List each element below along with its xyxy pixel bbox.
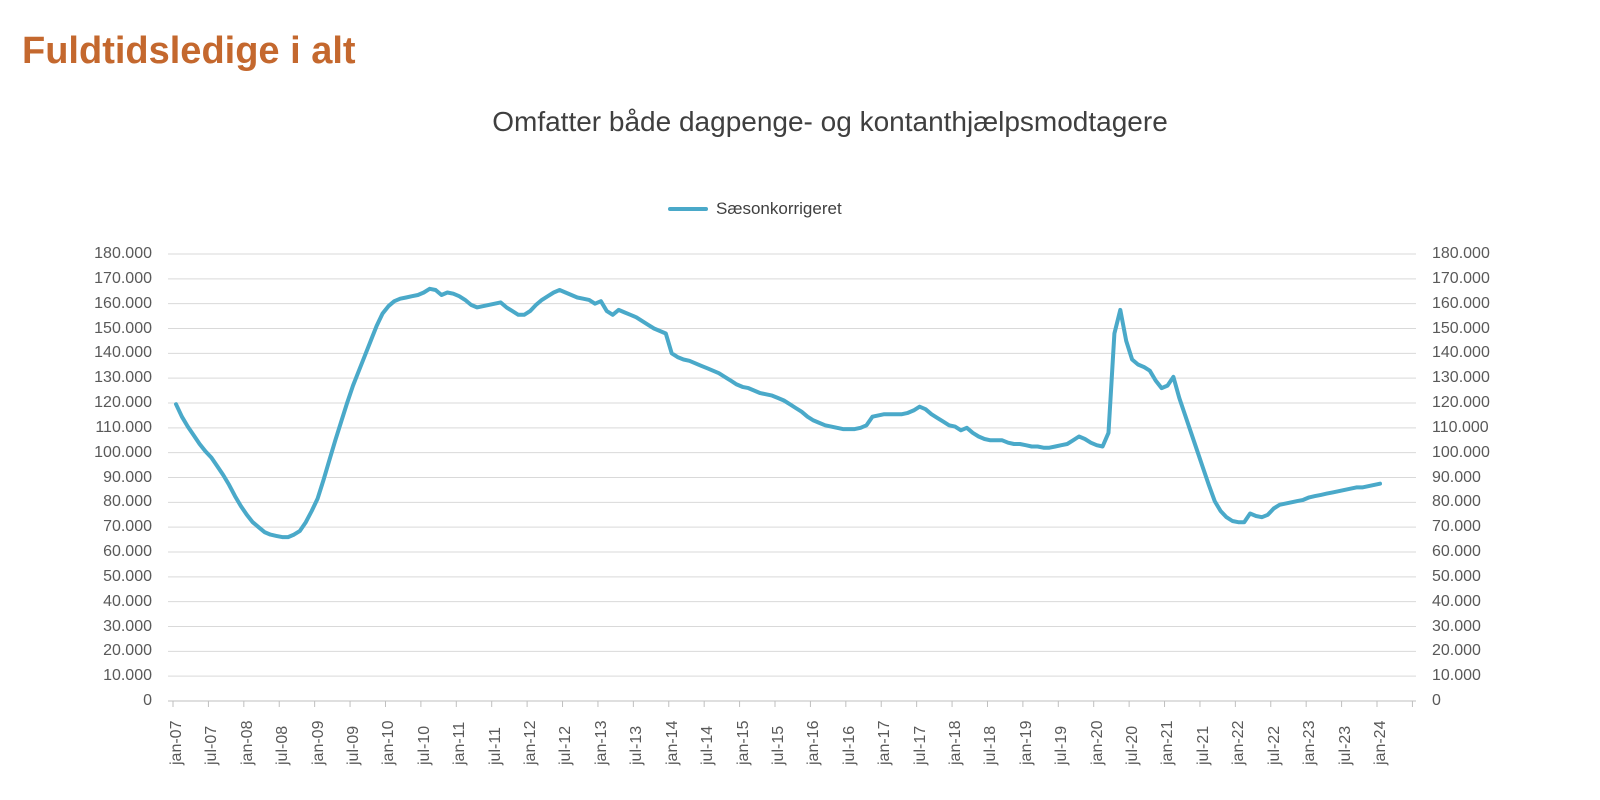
x-axis-tick-label: jan-17 [876, 720, 894, 765]
x-axis-tick-label: jul-18 [982, 725, 1000, 765]
x-axis-tick-label: jul-17 [911, 725, 929, 765]
x-axis-tick-label: jul-20 [1124, 725, 1142, 765]
x-axis-tick-label: jan-21 [1159, 720, 1177, 765]
x-axis-tick-label: jan-20 [1088, 720, 1106, 765]
x-axis-tick-label: jul-11 [486, 727, 504, 765]
x-axis-tick-label: jan-19 [1017, 720, 1035, 765]
y-axis-tick-label-right: 170.000 [1432, 269, 1490, 287]
y-axis-tick-label-right: 120.000 [1432, 394, 1490, 411]
legend-label: Sæsonkorrigeret [716, 199, 842, 218]
y-axis-tick-label-left: 150.000 [94, 319, 152, 337]
x-axis-tick-label: jan-24 [1371, 720, 1389, 765]
y-axis-tick-label-right: 40.000 [1432, 592, 1481, 610]
y-axis-tick-label-right: 60.000 [1432, 543, 1481, 560]
y-axis-tick-label-left: 160.000 [94, 294, 152, 312]
x-axis-tick-label: jul-07 [203, 725, 221, 765]
x-axis-tick-label: jul-09 [345, 725, 362, 765]
x-axis-tick-label: jul-08 [274, 725, 292, 765]
x-axis-tick-label: jan-12 [522, 720, 540, 765]
x-axis-tick-label: jul-10 [415, 725, 433, 765]
y-axis-tick-label-right: 50.000 [1432, 567, 1481, 585]
y-axis-tick-label-left: 70.000 [103, 518, 152, 536]
y-axis-tick-label-left: 80.000 [103, 493, 152, 511]
y-axis-tick-label-left: 60.000 [103, 543, 152, 560]
x-axis-tick-label: jan-16 [805, 720, 823, 765]
y-axis-tick-label-left: 20.000 [103, 642, 152, 660]
x-axis-tick-label: jul-12 [557, 725, 575, 765]
y-axis-tick-label-left: 0 [143, 692, 152, 709]
y-axis-tick-label-right: 160.000 [1432, 294, 1490, 312]
y-axis-tick-label-right: 180.000 [1432, 245, 1490, 262]
y-axis-tick-label-right: 70.000 [1432, 518, 1481, 536]
y-axis-tick-label-left: 180.000 [94, 245, 152, 262]
x-axis-tick-label: jan-22 [1230, 720, 1248, 765]
x-axis-tick-label: jul-22 [1265, 725, 1283, 765]
y-axis-tick-label-right: 150.000 [1432, 319, 1490, 337]
y-axis-tick-label-left: 110.000 [95, 418, 152, 436]
y-axis-tick-label-left: 140.000 [94, 344, 152, 362]
y-axis-tick-label-right: 90.000 [1432, 468, 1481, 486]
x-axis-tick-label: jul-14 [699, 725, 717, 765]
x-axis-tick-label: jan-11 [451, 721, 469, 765]
x-axis-tick-label: jan-13 [592, 720, 610, 765]
y-axis-tick-label-left: 90.000 [103, 468, 152, 486]
x-axis-tick-label: jan-10 [380, 720, 398, 765]
x-axis-tick-label: jul-23 [1336, 725, 1354, 765]
y-axis-tick-label-left: 120.000 [94, 394, 152, 411]
x-axis-tick-label: jan-23 [1301, 720, 1319, 765]
chart-title: Omfatter både dagpenge- og kontanthjælps… [492, 106, 1168, 137]
x-axis-tick-label: jan-15 [734, 720, 752, 765]
y-axis-tick-label-right: 30.000 [1432, 617, 1481, 635]
series-line-saesonkorrigeret [174, 286, 1382, 540]
x-axis-tick-label: jan-14 [663, 720, 681, 765]
y-axis-tick-label-left: 130.000 [94, 369, 152, 387]
y-axis-tick-label-left: 30.000 [103, 617, 152, 635]
y-axis-tick-label-right: 130.000 [1432, 369, 1490, 387]
y-axis-tick-label-right: 10.000 [1432, 667, 1481, 685]
y-axis-tick-label-left: 10.000 [103, 667, 152, 685]
y-axis-tick-label-right: 140.000 [1432, 344, 1490, 362]
x-axis-tick-label: jan-09 [309, 720, 327, 765]
x-axis-tick-label: jan-18 [947, 720, 964, 765]
y-axis-tick-label-left: 40.000 [103, 592, 152, 610]
y-axis-tick-label-left: 170.000 [94, 269, 152, 287]
page-title: Fuldtidsledige i alt [22, 30, 356, 72]
y-axis-tick-label-right: 20.000 [1432, 642, 1481, 660]
legend-line-swatch [668, 206, 708, 212]
y-axis-tick-label-left: 100.000 [94, 443, 152, 461]
x-axis-tick-label: jan-08 [238, 720, 256, 765]
x-axis-tick-label: jul-21 [1194, 725, 1212, 765]
x-axis-tick-label: jul-15 [769, 725, 787, 765]
x-axis-tick-label: jan-07 [167, 720, 185, 765]
y-axis-tick-label-right: 110.000 [1432, 418, 1489, 436]
y-axis-tick-label-right: 80.000 [1432, 493, 1481, 511]
y-axis-tick-label-right: 0 [1432, 692, 1441, 709]
y-axis-tick-label-right: 100.000 [1432, 443, 1490, 461]
legend: Sæsonkorrigeret [668, 198, 842, 220]
y-axis-tick-label-left: 50.000 [103, 567, 152, 585]
x-axis-tick-label: jul-19 [1053, 725, 1071, 765]
x-axis-tick-label: jul-13 [628, 725, 646, 765]
x-axis-tick-label: jul-16 [840, 725, 858, 765]
